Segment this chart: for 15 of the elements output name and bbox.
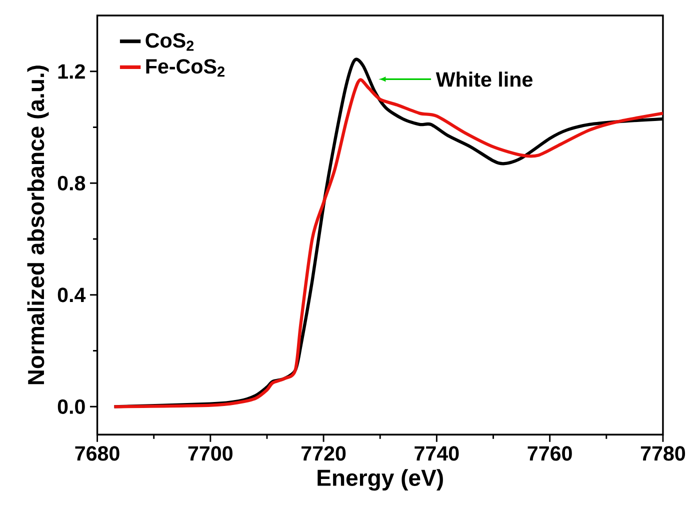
y-axis-title: Normalized absorbance (a.u.) bbox=[27, 66, 49, 384]
legend-label: CoS$_{2}$ bbox=[146, 33, 194, 51]
x-tick-label: 7760 bbox=[528, 446, 572, 461]
y-tick-label: 0.8 bbox=[58, 176, 86, 190]
legend-label: Fe-CoS$_{2}$ bbox=[146, 59, 224, 77]
y-tick-label: 0.0 bbox=[58, 399, 85, 414]
x-axis-title: Energy (eV) bbox=[318, 469, 443, 491]
y-tick-label: 1.2 bbox=[58, 64, 85, 79]
y-tick-label: 0.4 bbox=[58, 288, 86, 302]
x-tick-label: 7740 bbox=[414, 446, 459, 461]
x-tick-label: 7780 bbox=[640, 446, 686, 461]
x-tick-label: 7680 bbox=[75, 446, 120, 461]
x-tick-label: 7700 bbox=[188, 446, 232, 461]
annotation: White line bbox=[436, 72, 532, 87]
x-tick-label: 7720 bbox=[302, 446, 346, 461]
